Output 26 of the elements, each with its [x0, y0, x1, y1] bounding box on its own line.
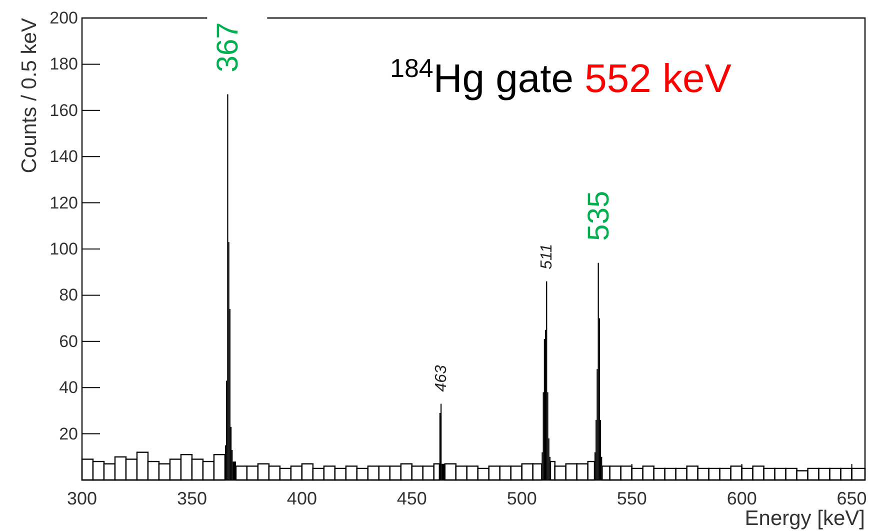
y-tick-label: 100	[50, 239, 78, 258]
x-tick-label: 450	[396, 488, 427, 509]
annotation: 367	[212, 22, 245, 72]
y-tick-label: 120	[50, 193, 78, 212]
x-tick-label: 350	[176, 488, 207, 509]
y-tick-label: 20	[59, 424, 78, 444]
text: $^{184}$Hg gate	[390, 53, 574, 101]
annotation: 463	[433, 364, 450, 392]
y-tick-label: 60	[59, 332, 78, 351]
x-tick-label: 500	[506, 488, 537, 509]
y-tick-label: 180	[50, 54, 78, 74]
y-tick-label: 80	[59, 286, 78, 305]
y-tick-label: 200	[50, 8, 78, 28]
y-axis-title: Counts / 0.5 keV	[18, 18, 41, 174]
x-tick-label: 550	[616, 488, 647, 509]
y-tick-label: 140	[50, 147, 78, 166]
annotation: 535	[582, 190, 616, 241]
text: 552 keV	[584, 57, 732, 101]
annotation: 511	[538, 244, 556, 270]
x-axis-title: Energy [keV]	[744, 507, 865, 530]
x-tick-label: 400	[286, 488, 317, 509]
x-tick-label: 300	[66, 488, 98, 509]
y-tick-label: 160	[50, 100, 78, 120]
x-tick-label: 600	[726, 488, 757, 509]
x-tick-label: 650	[836, 488, 867, 509]
y-tick-label: 40	[59, 378, 78, 398]
